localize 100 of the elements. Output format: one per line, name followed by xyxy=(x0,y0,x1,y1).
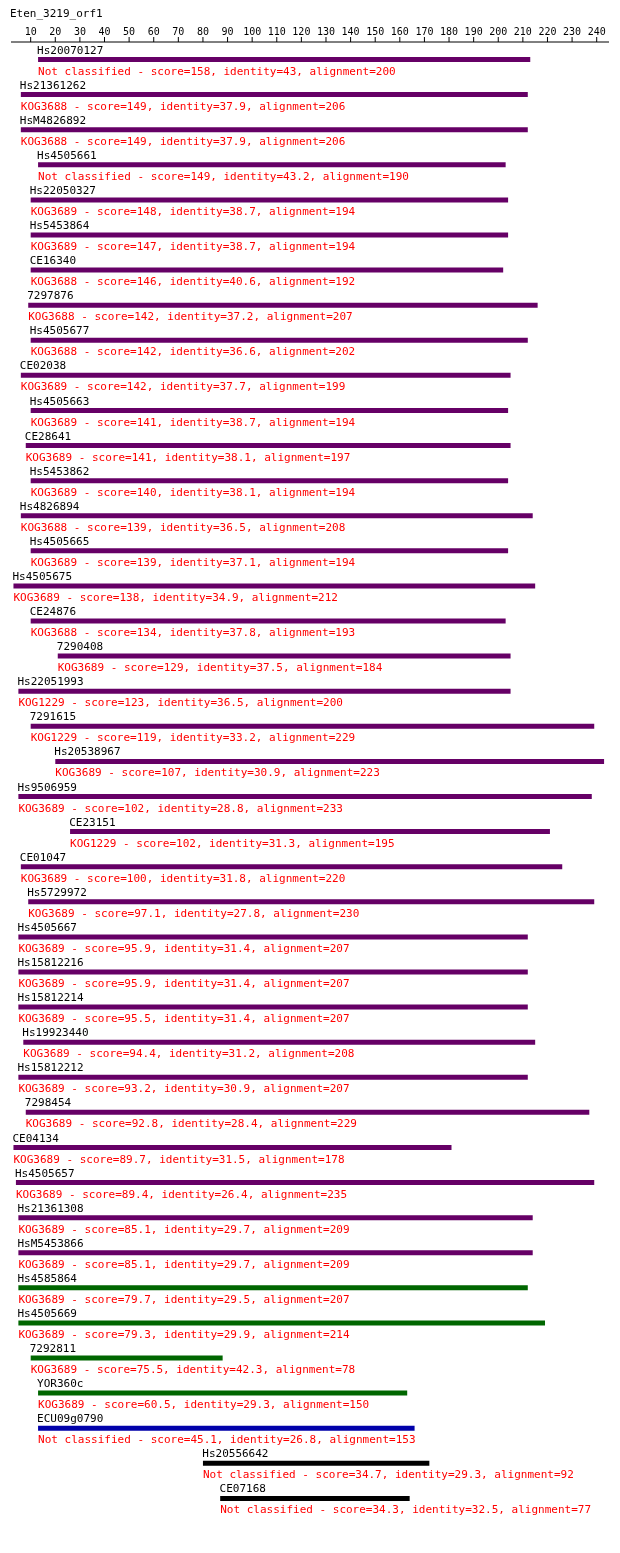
annotation: KOG3689 - score=107, identity=30.9, alignment=223 xyxy=(55,766,380,780)
y-tick-label: 7298454 xyxy=(24,1096,72,1110)
x-tick-label: 180 xyxy=(440,26,459,37)
y-tick-label: CE23151 xyxy=(69,815,116,829)
bar xyxy=(28,302,538,308)
x-tick-label: 60 xyxy=(147,26,160,37)
bar xyxy=(30,478,509,484)
y-tick-label: Hs5729972 xyxy=(27,885,87,899)
annotation: KOG3689 - score=92.8, identity=28.4, alignment=229 xyxy=(25,1117,357,1131)
y-tick-label: Hs4505669 xyxy=(17,1306,77,1320)
x-tick-label: 90 xyxy=(221,26,234,37)
y-tick-label: Hs4505677 xyxy=(29,324,90,338)
annotation: Not classified - score=34.7, identity=29.3, alignment=92 xyxy=(202,1468,574,1482)
annotation: KOG3689 - score=139, identity=37.1, alignment=194 xyxy=(30,555,356,569)
x-tick-label: 130 xyxy=(316,26,336,37)
y-tick-label: HsM4826892 xyxy=(19,113,87,127)
bar xyxy=(38,1425,415,1431)
y-tick-label: 7290408 xyxy=(56,640,104,654)
annotation: Not classified - score=158, identity=43, alignment=200 xyxy=(38,64,396,78)
annotation: KOG3689 - score=95.9, identity=31.4, alignment=207 xyxy=(18,977,350,991)
bar xyxy=(30,232,509,238)
y-tick-label: Hs21361308 xyxy=(17,1201,84,1215)
y-tick-label: Hs4826894 xyxy=(19,499,80,513)
y-tick-label: CE28641 xyxy=(24,429,72,443)
x-tick-label: 200 xyxy=(489,26,508,37)
annotation: KOG3689 - score=60.5, identity=29.3, alignment=150 xyxy=(38,1398,370,1412)
annotation: KOG3689 - score=129, identity=37.5, alignment=184 xyxy=(57,661,383,675)
annotation: KOG1229 - score=123, identity=36.5, alignment=200 xyxy=(18,696,343,710)
annotation: KOG3689 - score=138, identity=34.9, alignment=212 xyxy=(13,590,338,604)
annotation: KOG3689 - score=79.3, identity=29.9, alignment=214 xyxy=(18,1327,350,1341)
x-tick-label: 190 xyxy=(464,26,483,37)
y-tick-label: CE02038 xyxy=(19,359,67,373)
bar xyxy=(18,1074,528,1080)
bar xyxy=(18,1285,528,1291)
bar xyxy=(25,443,511,449)
annotation: KOG3689 - score=93.2, identity=30.9, alignment=207 xyxy=(18,1082,350,1096)
y-tick-label: Hs19923440 xyxy=(22,1026,89,1040)
x-tick-label: 160 xyxy=(390,26,409,37)
bar xyxy=(20,513,533,519)
bar xyxy=(20,92,528,98)
annotation: Not classified - score=34.3, identity=32.5, alignment=77 xyxy=(220,1503,592,1517)
x-tick-label: 30 xyxy=(73,26,86,37)
x-tick-label: 70 xyxy=(172,26,185,37)
annotation: KOG3689 - score=97.1, identity=27.8, alignment=230 xyxy=(28,906,360,920)
annotation: KOG3689 - score=89.7, identity=31.5, alignment=178 xyxy=(13,1152,345,1166)
x-tick-label: 230 xyxy=(563,26,582,37)
y-tick-label: ECU09g0790 xyxy=(37,1412,104,1426)
x-tick-label: 110 xyxy=(267,26,286,37)
annotation: KOG3688 - score=146, identity=40.6, alignment=192 xyxy=(30,275,356,289)
bar xyxy=(30,337,528,343)
y-tick-label: HsM5453866 xyxy=(17,1236,84,1250)
annotation: KOG3689 - score=85.1, identity=29.7, alignment=209 xyxy=(18,1257,350,1271)
y-tick-label: CE16340 xyxy=(29,254,77,268)
y-tick-label: CE07168 xyxy=(219,1482,266,1496)
annotation: KOG3688 - score=142, identity=37.2, alignment=207 xyxy=(28,310,353,324)
annotation: KOG1229 - score=102, identity=31.3, alignment=195 xyxy=(70,836,395,850)
annotation: KOG3689 - score=79.7, identity=29.5, alignment=207 xyxy=(18,1292,350,1306)
bar xyxy=(220,1495,410,1501)
bar xyxy=(18,1250,533,1256)
y-tick-label: CE24876 xyxy=(29,605,77,619)
x-tick-label: 20 xyxy=(49,26,62,37)
annotation: Not classified - score=149, identity=43.2, alignment=190 xyxy=(38,169,409,183)
annotation: KOG3689 - score=141, identity=38.1, alignment=197 xyxy=(25,450,351,464)
bar xyxy=(18,934,528,940)
x-tick-label: 240 xyxy=(587,26,606,37)
x-tick-label: 40 xyxy=(98,26,111,37)
y-tick-label: Hs22050327 xyxy=(29,183,96,197)
annotation: KOG3689 - score=100, identity=31.8, alignment=220 xyxy=(20,871,346,885)
x-tick-label: 150 xyxy=(366,26,385,37)
y-tick-label: Hs5453864 xyxy=(29,219,90,233)
y-tick-label: Hs5453862 xyxy=(29,464,90,478)
bar xyxy=(55,758,605,764)
bar xyxy=(13,583,536,589)
bar xyxy=(20,127,528,133)
y-tick-label: Hs20556642 xyxy=(202,1447,269,1461)
annotation: KOG3689 - score=85.1, identity=29.7, alignment=209 xyxy=(18,1222,350,1236)
bar xyxy=(18,1004,528,1010)
bar xyxy=(20,864,563,870)
annotation: KOG3689 - score=94.4, identity=31.2, alignment=208 xyxy=(23,1047,355,1061)
annotation: KOG3689 - score=148, identity=38.7, alignment=194 xyxy=(30,204,356,218)
bar xyxy=(18,688,511,694)
bar xyxy=(28,899,595,905)
y-tick-label: 7292811 xyxy=(29,1342,77,1356)
bar xyxy=(30,197,509,203)
y-tick-label: 7297876 xyxy=(27,289,74,303)
annotation: KOG3689 - score=102, identity=28.8, alignment=233 xyxy=(18,801,343,815)
x-tick-label: 120 xyxy=(292,26,311,37)
bar xyxy=(30,267,504,273)
y-tick-label: Hs15812212 xyxy=(17,1061,84,1075)
y-tick-label: Hs15812214 xyxy=(17,991,84,1005)
x-tick-label: 80 xyxy=(196,26,209,37)
bar xyxy=(70,829,550,835)
y-tick-label: Hs22051993 xyxy=(17,675,84,689)
y-tick-label: Hs4505675 xyxy=(12,569,73,583)
annotation: KOG3688 - score=149, identity=37.9, alignment=206 xyxy=(20,99,346,113)
bar xyxy=(25,1109,590,1115)
bar xyxy=(38,162,506,168)
y-tick-label: Hs4505657 xyxy=(14,1166,75,1180)
y-tick-label: Hs9506959 xyxy=(17,780,77,794)
annotation: KOG1229 - score=119, identity=33.2, alignment=229 xyxy=(30,731,356,745)
